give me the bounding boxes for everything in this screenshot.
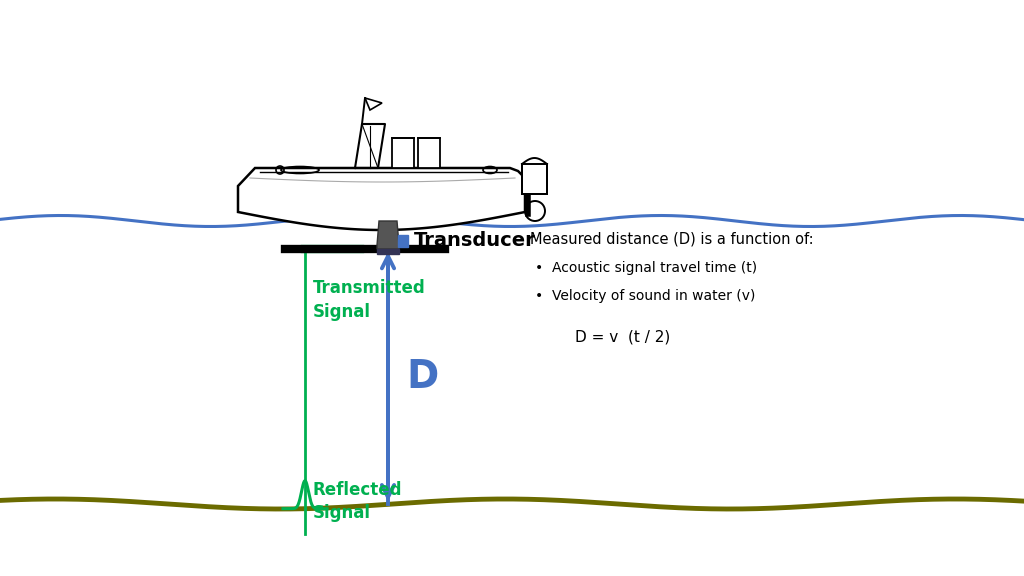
Text: Transducer: Transducer xyxy=(414,232,536,251)
Text: D: D xyxy=(406,358,438,396)
Text: Transmitted
Signal: Transmitted Signal xyxy=(313,279,426,321)
Bar xyxy=(398,235,408,247)
Text: •  Velocity of sound in water (v): • Velocity of sound in water (v) xyxy=(535,289,756,303)
Bar xyxy=(392,138,414,168)
Text: Measured distance (D) is a function of:: Measured distance (D) is a function of: xyxy=(530,231,814,246)
Text: •  Acoustic signal travel time (t): • Acoustic signal travel time (t) xyxy=(535,261,757,275)
Bar xyxy=(418,138,440,168)
Polygon shape xyxy=(377,221,399,249)
Text: Reflected
Signal: Reflected Signal xyxy=(313,481,402,522)
Polygon shape xyxy=(238,168,525,230)
Bar xyxy=(522,164,547,194)
Bar xyxy=(377,249,399,254)
Text: D = v  (t / 2): D = v (t / 2) xyxy=(575,329,671,344)
